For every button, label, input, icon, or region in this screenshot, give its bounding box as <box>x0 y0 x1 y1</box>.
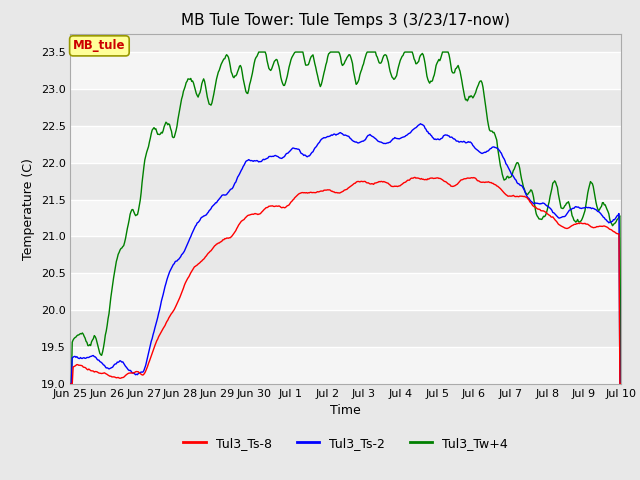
Bar <box>70 347 621 384</box>
Bar <box>70 89 621 126</box>
X-axis label: Time: Time <box>330 405 361 418</box>
Legend: Tul3_Ts-8, Tul3_Ts-2, Tul3_Tw+4: Tul3_Ts-8, Tul3_Ts-2, Tul3_Tw+4 <box>178 432 513 455</box>
Text: MB_tule: MB_tule <box>73 39 125 52</box>
Bar <box>70 310 621 347</box>
Bar <box>70 200 621 237</box>
Bar <box>70 237 621 273</box>
Bar <box>70 126 621 163</box>
Y-axis label: Temperature (C): Temperature (C) <box>22 158 35 260</box>
Title: MB Tule Tower: Tule Temps 3 (3/23/17-now): MB Tule Tower: Tule Temps 3 (3/23/17-now… <box>181 13 510 28</box>
Bar <box>70 52 621 89</box>
Bar <box>70 273 621 310</box>
Bar <box>70 163 621 200</box>
